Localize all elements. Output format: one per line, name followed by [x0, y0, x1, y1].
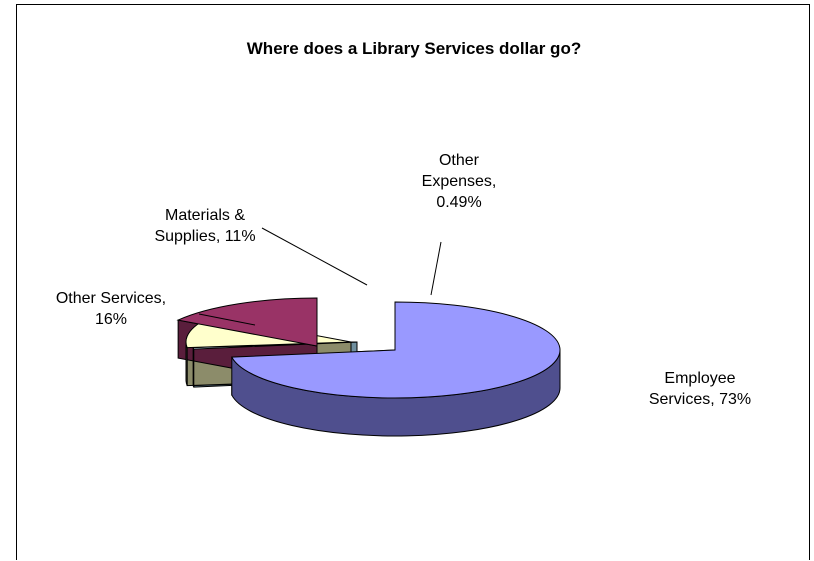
data-label: Other Services, 16%: [56, 290, 166, 328]
pie-slice-employee-services: [230, 301, 561, 399]
data-label: Employee Services, 73%: [649, 370, 751, 408]
data-label: Other Expenses, 0.49%: [422, 152, 497, 211]
leader-line: [198, 313, 256, 326]
leader-line: [261, 227, 368, 286]
pie-slice-side: [192, 347, 195, 388]
chart-area: Where does a Library Services dollar go?…: [16, 4, 810, 560]
leader-line: [430, 241, 442, 296]
pie-slice-side: [185, 341, 188, 386]
pie-slice-other-services: [176, 297, 318, 347]
data-label: Materials & Supplies, 11%: [154, 207, 255, 245]
chart-title: Where does a Library Services dollar go?: [246, 39, 582, 58]
pie-chart: Employee Services, 73% Other Expenses, 0.49%…: [56, 152, 751, 437]
